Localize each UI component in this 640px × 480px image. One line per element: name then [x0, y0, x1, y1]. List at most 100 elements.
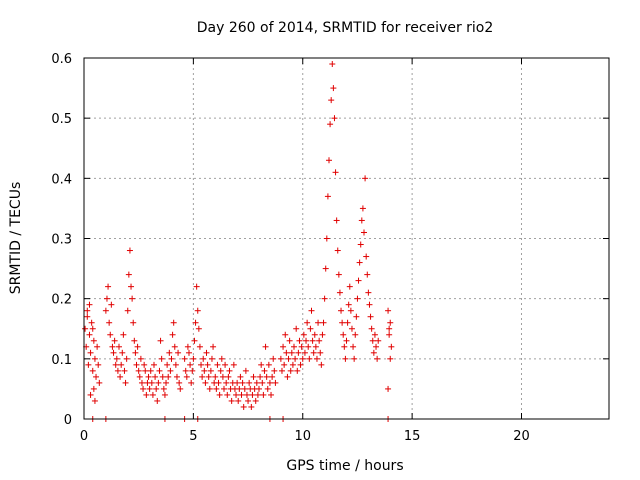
data-point: [311, 331, 318, 338]
data-point: [148, 379, 155, 386]
data-point: [272, 379, 279, 386]
data-point: [333, 217, 340, 224]
data-point: [119, 349, 126, 356]
data-point: [301, 349, 308, 356]
y-axis-ticks: 0 0.1 0.2 0.3 0.4 0.5 0.6: [51, 52, 609, 428]
data-point: [315, 319, 322, 326]
data-point: [286, 337, 293, 344]
data-point: [375, 337, 382, 344]
data-point: [176, 379, 183, 386]
data-point: [102, 307, 109, 314]
data-point: [327, 121, 334, 128]
data-point: [345, 301, 352, 308]
data-point: [304, 319, 311, 326]
data-point: [202, 379, 209, 386]
data-point: [233, 391, 240, 398]
data-point: [192, 319, 199, 326]
data-point: [367, 313, 374, 320]
data-point: [208, 355, 215, 362]
data-point: [191, 337, 198, 344]
data-point: [263, 373, 270, 380]
data-point: [198, 361, 205, 368]
x-tick-label: 20: [513, 429, 530, 444]
data-point: [270, 355, 277, 362]
data-point: [313, 355, 320, 362]
data-point: [194, 307, 201, 314]
data-point: [356, 259, 363, 266]
data-point: [353, 313, 360, 320]
data-point: [190, 355, 197, 362]
data-point: [291, 343, 297, 350]
data-point: [138, 379, 145, 386]
data-point: [344, 319, 351, 326]
data-point: [86, 331, 93, 338]
data-point: [357, 241, 364, 248]
data-point: [86, 301, 93, 308]
data-point: [168, 355, 175, 362]
data-point: [342, 355, 349, 362]
data-point: [245, 397, 252, 404]
data-point: [149, 391, 156, 398]
data-point: [207, 367, 214, 374]
x-tick-label: 0: [80, 429, 88, 444]
data-point: [136, 373, 143, 380]
data-point: [215, 379, 222, 386]
data-point: [96, 379, 103, 386]
data-point: [243, 391, 250, 398]
data-point: [307, 325, 314, 332]
data-point: [341, 343, 348, 350]
data-point: [225, 373, 232, 380]
data-point: [368, 325, 375, 332]
data-point: [169, 331, 176, 338]
data-point: [124, 307, 131, 314]
data-point: [293, 325, 300, 332]
data-point: [171, 343, 178, 350]
data-point: [177, 385, 184, 392]
data-point: [141, 361, 148, 368]
data-point: [318, 361, 325, 368]
data-point: [189, 367, 196, 374]
data-point: [288, 349, 295, 356]
data-point: [249, 391, 256, 398]
data-point: [105, 283, 112, 290]
y-tick-label: 0.1: [51, 353, 72, 368]
data-point: [155, 379, 162, 386]
data-point: [161, 391, 168, 398]
data-point: [230, 361, 237, 368]
data-point: [271, 367, 278, 374]
y-axis-label: SRMTID / TECUs: [8, 182, 24, 295]
data-point: [348, 325, 355, 332]
data-point: [186, 349, 192, 356]
data-point: [328, 97, 335, 104]
data-point: [250, 373, 257, 380]
data-point: [106, 319, 113, 326]
data-point: [182, 367, 189, 374]
data-point: [292, 355, 299, 362]
data-point: [223, 379, 230, 386]
data-point: [266, 379, 273, 386]
data-point: [166, 349, 173, 356]
data-point: [188, 379, 195, 386]
data-point: [142, 367, 149, 374]
data-point: [152, 373, 159, 380]
data-point: [261, 367, 268, 374]
data-point: [340, 331, 347, 338]
data-point: [122, 379, 129, 386]
data-point: [235, 397, 242, 404]
data-point: [362, 175, 369, 182]
data-point: [212, 373, 219, 380]
y-tick-label: 0.6: [51, 52, 72, 67]
data-point: [294, 367, 301, 374]
data-point: [88, 319, 95, 326]
data-point: [320, 319, 327, 326]
data-point: [103, 295, 110, 302]
data-point: [338, 307, 345, 314]
data-point: [165, 373, 172, 380]
data-point: [170, 319, 177, 326]
data-point: [224, 391, 231, 398]
data-point: [363, 253, 370, 260]
data-point: [184, 343, 191, 350]
data-point: [259, 379, 266, 386]
data-point: [200, 355, 207, 362]
y-tick-label: 0: [64, 413, 72, 428]
